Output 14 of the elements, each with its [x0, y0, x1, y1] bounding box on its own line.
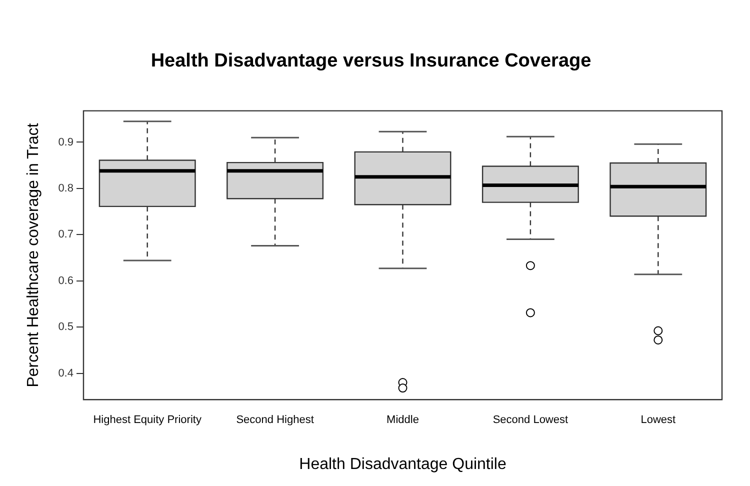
x-axis-title: Health Disadvantage Quintile [299, 456, 506, 473]
y-axis-title: Percent Healthcare coverage in Tract [25, 122, 42, 388]
y-tick-label: 0.8 [58, 182, 74, 194]
x-tick-label: Highest Equity Priority [93, 414, 202, 426]
y-tick-label: 0.4 [58, 367, 74, 380]
x-tick-label: Second Highest [236, 414, 314, 426]
y-tick-label: 0.5 [58, 321, 74, 334]
x-tick-label: Lowest [640, 414, 676, 426]
y-tick-label: 0.9 [58, 136, 74, 148]
y-tick-label: 0.6 [58, 274, 74, 287]
x-tick-label: Second Lowest [492, 414, 568, 426]
y-tick-label: 0.7 [58, 228, 74, 241]
chart-title: Health Disadvantage versus Insurance Coverage [150, 50, 592, 72]
x-tick-label: Middle [386, 414, 419, 426]
